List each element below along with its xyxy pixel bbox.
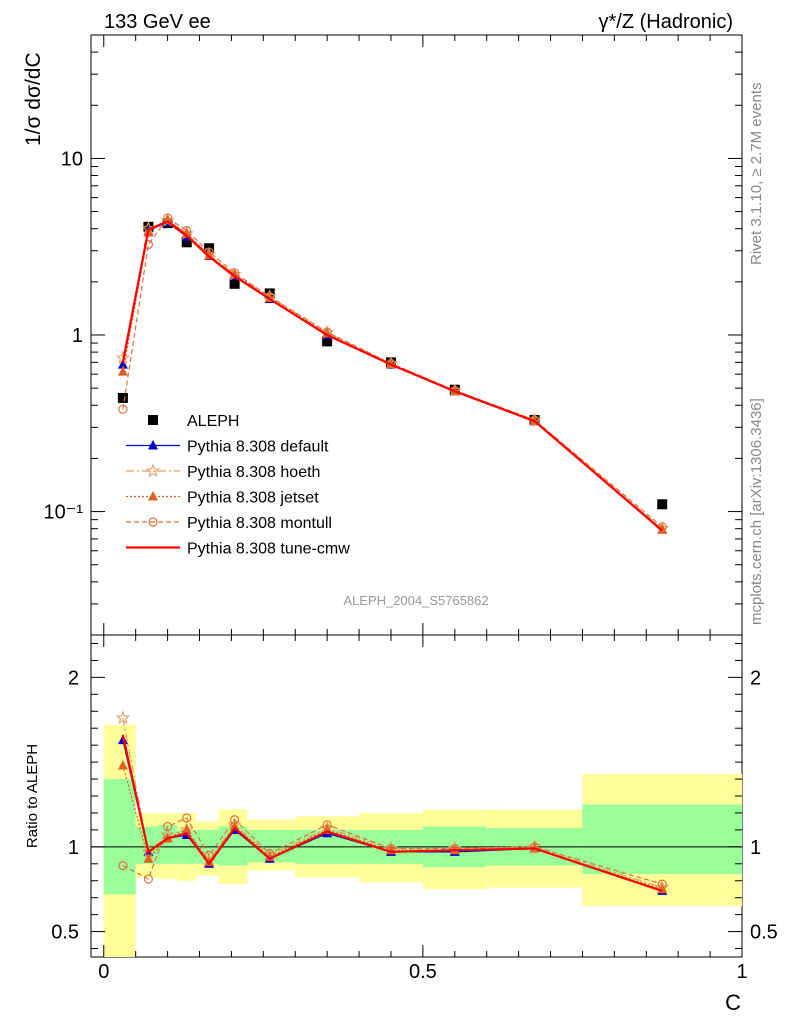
point-aleph xyxy=(229,278,240,289)
band-inner xyxy=(582,804,742,874)
ratio-point-montull xyxy=(162,821,173,832)
legend-marker-montull xyxy=(148,517,158,527)
point-jetset xyxy=(657,524,668,534)
ratio-point-jetset xyxy=(117,759,128,770)
point-jetset xyxy=(117,366,128,376)
ratio-point-jetset xyxy=(229,821,240,831)
main-ytick-label: 1 xyxy=(72,325,83,347)
legend-label-hoeth: Pythia 8.308 hoeth xyxy=(187,464,320,481)
ratio-series-tune_cmw xyxy=(121,734,663,892)
legend: ALEPH Pythia 8.308 default Pythia 8.308 ho… xyxy=(126,413,350,558)
header-left-title: 133 GeV ee xyxy=(104,11,211,33)
ratio-ytick-label-right: 0.5 xyxy=(750,922,778,944)
ratio-point-hoeth xyxy=(115,710,131,725)
ratio-point-montull xyxy=(230,815,240,825)
side-label-top: Rivet 3.1.10, ≥ 2.7M events xyxy=(748,83,765,266)
series-montull xyxy=(118,213,667,532)
ratio-series-montull xyxy=(118,813,667,889)
legend-marker-jetset xyxy=(148,491,158,501)
point-aleph xyxy=(657,499,668,510)
legend-marker-aleph xyxy=(148,415,158,425)
ratio-point-montull xyxy=(143,874,154,884)
ratio-xlabel: C xyxy=(725,990,741,1015)
ratio-xtick-label: 1 xyxy=(736,961,747,983)
legend-item-jetset: Pythia 8.308 jetset xyxy=(126,490,319,507)
ratio-xtick-label: 0 xyxy=(98,961,109,983)
ratio-point-montull xyxy=(322,820,332,830)
legend-item-montull: Pythia 8.308 montull xyxy=(126,515,332,532)
line-jetset xyxy=(122,218,663,531)
legend-label-montull: Pythia 8.308 montull xyxy=(187,515,332,532)
main-ytick-label: 10 xyxy=(61,148,83,170)
ratio-ylabel: Ratio to ALEPH xyxy=(24,744,41,848)
legend-item-tune_cmw: Pythia 8.308 tune-cmw xyxy=(126,541,350,558)
legend-label-tune_cmw: Pythia 8.308 tune-cmw xyxy=(187,541,350,558)
ratio-point-montull xyxy=(204,850,214,860)
point-aleph xyxy=(181,237,192,248)
ratio-point-montull xyxy=(450,843,460,854)
header-right-title: γ*/Z (Hadronic) xyxy=(599,11,733,33)
ratio-point-jetset xyxy=(204,856,215,867)
point-aleph xyxy=(117,392,128,403)
legend-item-default: Pythia 8.308 default xyxy=(126,439,329,456)
ratio-ytick-label-left: 2 xyxy=(68,667,79,689)
ratio-axis-ticks: 2 21 10.5 0.50 0.5 1 xyxy=(51,635,778,983)
point-default xyxy=(117,359,128,369)
ratio-uncertainty-bands xyxy=(91,724,742,957)
legend-item-aleph: ALEPH xyxy=(148,413,239,430)
ratio-series-layer xyxy=(115,710,670,895)
ratio-point-montull xyxy=(529,842,540,852)
line-tune_cmw xyxy=(121,220,663,532)
line-default xyxy=(122,221,663,531)
main-panel: 10 1 10⁻¹ 1/σ dσ/dC ALEPH_2004_S5765862 AL… xyxy=(22,34,743,636)
series-jetset xyxy=(117,214,668,534)
legend-item-hoeth: Pythia 8.308 hoeth xyxy=(126,463,320,481)
ratio-ytick-label-left: 1 xyxy=(68,837,79,859)
point-jetset xyxy=(181,228,192,238)
line-hoeth xyxy=(122,219,663,530)
ratio-ytick-label-left: 0.5 xyxy=(51,922,79,944)
main-ylabel: 1/σ dσ/dC xyxy=(22,52,45,146)
band-inner xyxy=(103,779,136,895)
point-montull xyxy=(118,404,128,414)
legend-marker-default xyxy=(148,440,158,450)
legend-label-aleph: ALEPH xyxy=(187,413,239,430)
ratio-ytick-label-right: 1 xyxy=(750,837,761,859)
series-default xyxy=(117,216,668,534)
ratio-line-montull xyxy=(122,817,663,885)
main-ytick-label: 10⁻¹ xyxy=(44,502,84,524)
legend-label-default: Pythia 8.308 default xyxy=(187,439,329,456)
ratio-point-jetset xyxy=(143,853,154,863)
legend-label-jetset: Pythia 8.308 jetset xyxy=(187,490,319,507)
series-hoeth xyxy=(115,212,670,535)
ratio-point-jetset xyxy=(181,824,192,834)
ratio-line-tune_cmw xyxy=(121,734,663,892)
ratio-point-montull xyxy=(182,813,192,823)
ratio-point-montull xyxy=(118,860,128,871)
ratio-point-montull xyxy=(657,879,667,889)
series-tune_cmw xyxy=(121,220,663,532)
point-aleph xyxy=(322,336,333,347)
watermark: ALEPH_2004_S5765862 xyxy=(343,593,488,608)
ratio-ytick-label-right: 2 xyxy=(750,667,761,689)
ratio-xtick-label: 0.5 xyxy=(409,961,437,983)
side-label-bottom: mcplots.cern.ch [arXiv:1306.3436] xyxy=(748,398,765,625)
main-axis-ticks: 10 1 10⁻¹ xyxy=(44,34,743,636)
legend-marker-hoeth xyxy=(145,463,161,478)
main-series-layer xyxy=(115,212,670,535)
ratio-panel: 2 21 10.5 0.50 0.5 1 Ratio to ALEPH C xyxy=(24,634,778,1015)
